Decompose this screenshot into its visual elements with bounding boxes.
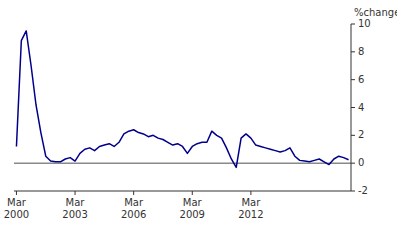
x-tick	[250, 191, 251, 195]
y-tick-label: 0	[358, 157, 364, 168]
y-tick	[351, 24, 355, 25]
x-tick-label: Mar2009	[180, 197, 205, 220]
x-tick-label: Mar2000	[4, 197, 29, 220]
y-axis-label: %change	[354, 7, 397, 18]
y-tick	[351, 135, 355, 136]
x-tick-label: Mar2006	[121, 197, 146, 220]
y-tick	[351, 191, 355, 192]
y-tick-label: 8	[358, 46, 364, 57]
plot-area	[16, 31, 348, 167]
x-tick	[192, 191, 193, 195]
y-tick-label: 4	[358, 102, 364, 113]
y-tick	[351, 51, 355, 52]
x-axis-line	[14, 191, 351, 192]
x-tick	[16, 191, 17, 195]
y-tick	[351, 163, 355, 164]
x-tick-label: Mar2012	[238, 197, 263, 220]
x-tick	[75, 191, 76, 195]
x-tick-label: Mar2003	[62, 197, 87, 220]
chart: -2 0 2 4 6 8 10%change Mar2000 Mar2003 Mar2006 Mar…	[0, 0, 397, 227]
y-tick	[351, 107, 355, 108]
zero-line	[14, 163, 351, 164]
y-tick-label: 10	[358, 18, 371, 29]
y-tick-label: 2	[358, 129, 364, 140]
y-tick-label: -2	[358, 185, 368, 196]
x-tick	[133, 191, 134, 195]
y-tick-label: 6	[358, 74, 364, 85]
data-line	[16, 31, 348, 167]
y-tick	[351, 79, 355, 80]
